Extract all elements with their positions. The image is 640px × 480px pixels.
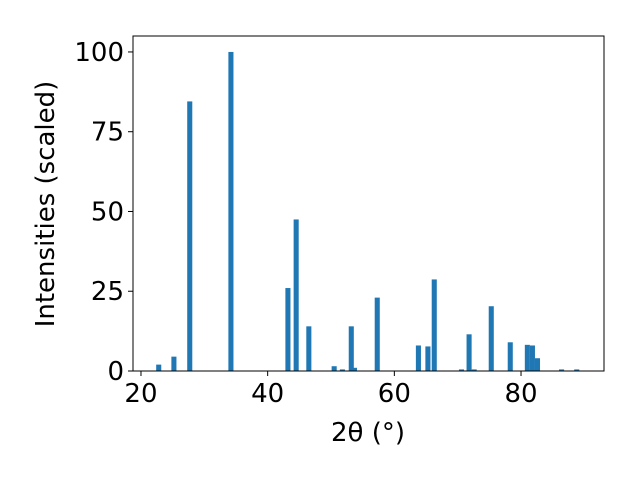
bar [559, 369, 565, 371]
bar [425, 346, 431, 371]
x-tick-label: 60 [378, 379, 411, 409]
bar [529, 345, 535, 371]
bar [293, 219, 299, 371]
x-tick-label: 80 [504, 379, 537, 409]
bar [574, 369, 580, 371]
x-tick-label: 20 [124, 379, 157, 409]
plot-frame [132, 35, 605, 372]
y-tick-label: 25 [91, 277, 124, 307]
y-tick-label: 0 [107, 357, 124, 387]
x-axis-label: 2θ (°) [331, 418, 405, 448]
bar [458, 369, 465, 371]
y-axis-label: Intensities (scaled) [31, 81, 61, 328]
bar [339, 369, 345, 371]
x-tick-label: 40 [251, 379, 284, 409]
y-tick-label: 100 [74, 38, 124, 68]
bar [415, 345, 421, 371]
bar [431, 279, 437, 371]
bar [156, 364, 162, 371]
bar [471, 369, 477, 371]
bar [228, 51, 234, 371]
bar [466, 334, 472, 371]
bar [187, 101, 193, 372]
bar [524, 344, 530, 371]
y-tick-label: 50 [91, 197, 124, 227]
bar [171, 356, 177, 371]
bar [488, 306, 494, 371]
bar [306, 326, 312, 371]
bar [507, 342, 513, 371]
y-tick-label: 75 [91, 118, 124, 148]
bar [348, 326, 354, 371]
bar [534, 358, 541, 371]
bar [285, 288, 291, 371]
bar [351, 367, 357, 371]
bar [374, 297, 380, 371]
bar [331, 366, 337, 371]
